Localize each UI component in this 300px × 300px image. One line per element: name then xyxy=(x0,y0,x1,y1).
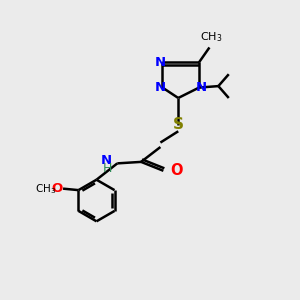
Text: O: O xyxy=(51,182,62,195)
Text: S: S xyxy=(173,117,184,132)
Text: H: H xyxy=(103,162,112,175)
Text: CH$_3$: CH$_3$ xyxy=(200,30,222,44)
Text: N: N xyxy=(154,56,166,69)
Text: N: N xyxy=(101,154,112,167)
Text: N: N xyxy=(154,81,166,94)
Text: CH$_3$: CH$_3$ xyxy=(35,182,56,196)
Text: O: O xyxy=(170,163,182,178)
Text: N: N xyxy=(196,81,207,94)
